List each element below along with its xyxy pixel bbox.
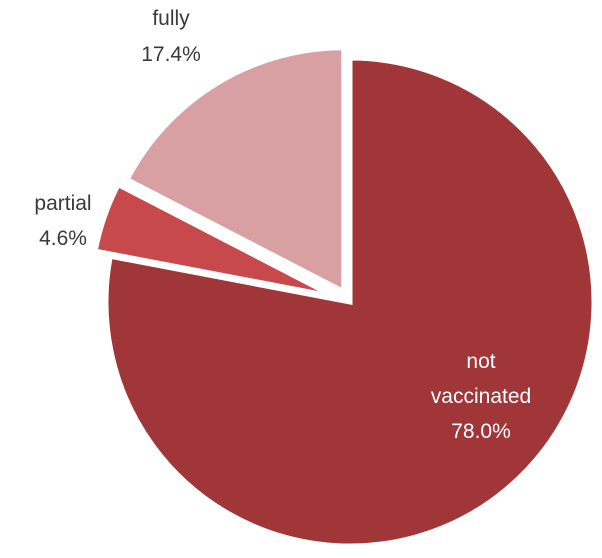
slice-label-line: vaccinated xyxy=(431,385,531,408)
pie-slices xyxy=(92,45,597,549)
slice-label-line: 78.0% xyxy=(451,420,511,443)
pie-slice-not-vaccinated xyxy=(103,55,597,549)
slice-label-line: 17.4% xyxy=(141,43,201,66)
slice-label-line: fully xyxy=(152,7,190,30)
slice-label-not-vaccinated: not vaccinated 78.0% xyxy=(431,350,531,443)
slice-label-line: not xyxy=(466,350,495,373)
pie-slice-fully xyxy=(123,45,347,296)
pie-labels: not vaccinated 78.0% partial 4.6% fully 17.4% xyxy=(34,7,531,443)
slice-label-fully: fully 17.4% xyxy=(141,7,201,66)
slice-label-line: partial xyxy=(34,192,91,215)
slice-label-partial: partial 4.6% xyxy=(34,192,91,250)
slice-label-line: 4.6% xyxy=(39,227,87,250)
pie-slice-partial xyxy=(92,181,337,300)
